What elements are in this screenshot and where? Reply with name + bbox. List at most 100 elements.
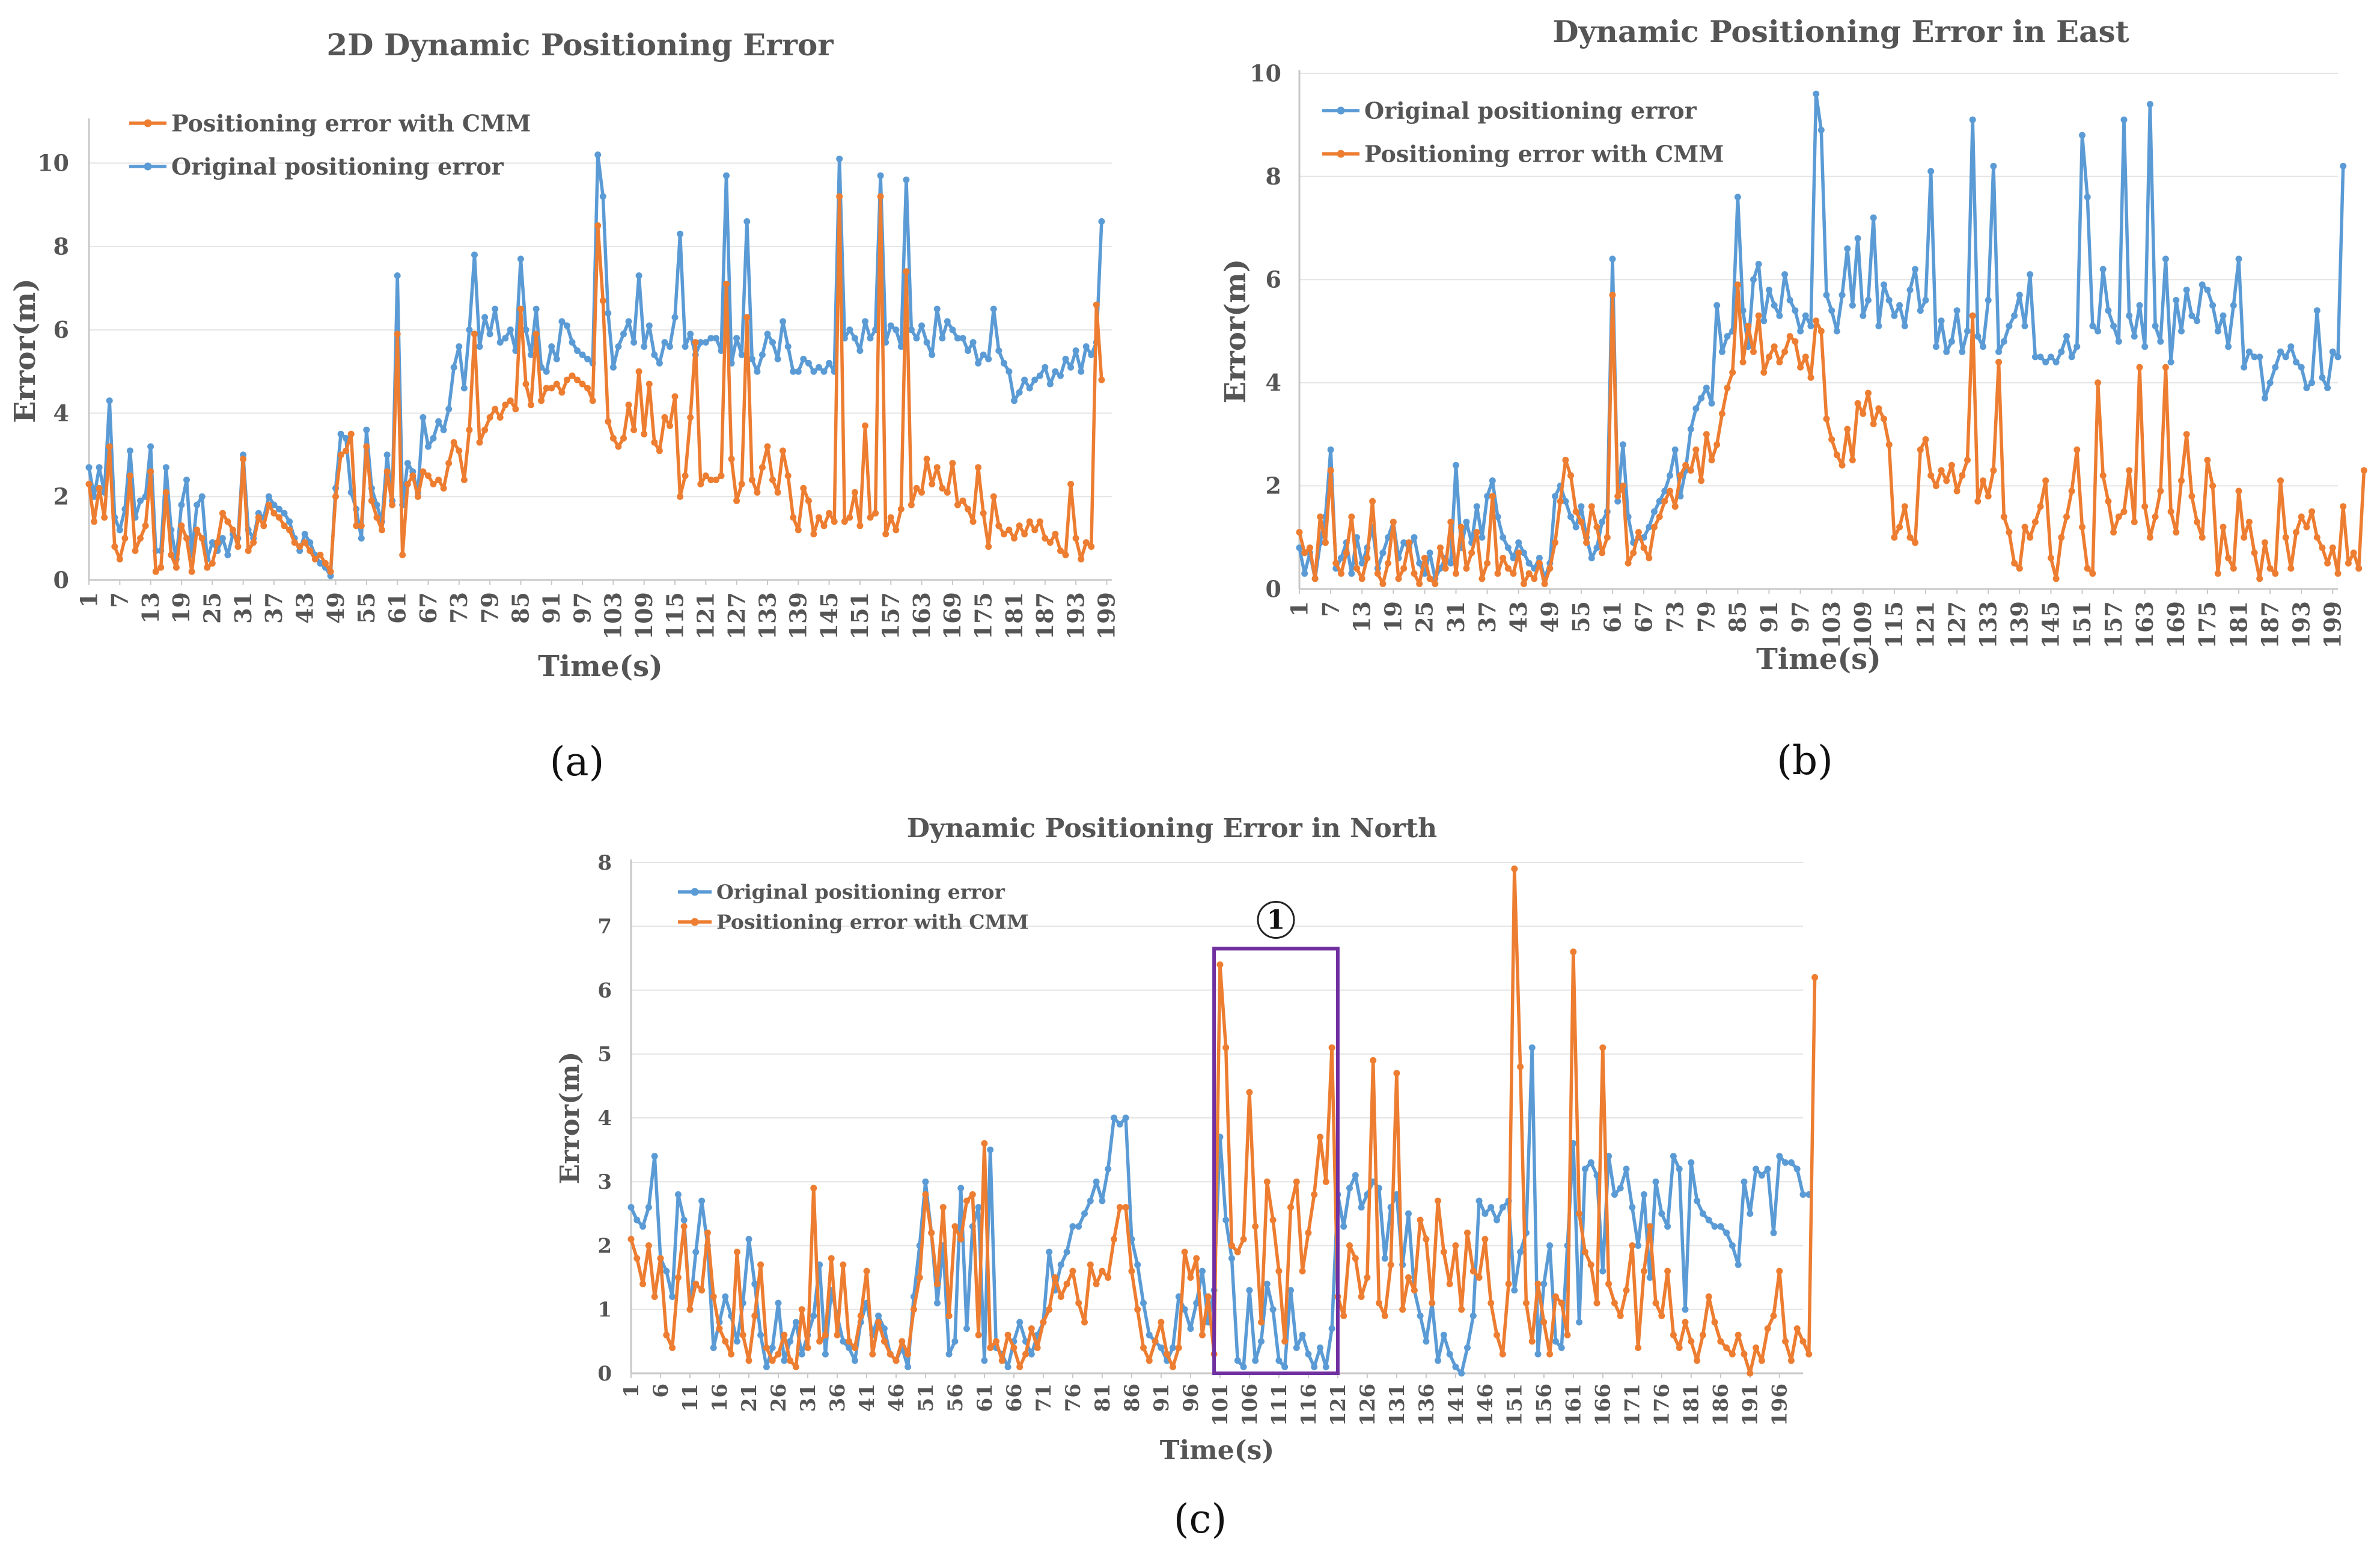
data-point-cmm bbox=[1609, 291, 1616, 299]
data-point-cmm bbox=[2141, 503, 2149, 510]
data-point-original bbox=[1499, 1204, 1506, 1211]
legend-swatch-marker bbox=[1337, 106, 1345, 115]
data-point-original bbox=[1031, 376, 1039, 383]
data-point-original bbox=[674, 1191, 682, 1198]
data-point-cmm bbox=[2052, 575, 2060, 582]
y-tick-label: 0 bbox=[597, 1362, 612, 1386]
chart-title: Dynamic Positioning Error in North bbox=[907, 813, 1437, 844]
data-point-original bbox=[2052, 359, 2060, 365]
data-point-cmm bbox=[106, 443, 113, 450]
data-point-cmm bbox=[91, 518, 98, 525]
data-point-original bbox=[1046, 380, 1054, 388]
x-tick-label: 199 bbox=[2319, 601, 2346, 648]
data-point-cmm bbox=[2313, 534, 2320, 541]
data-point-cmm bbox=[1599, 549, 1606, 557]
x-tick-label: 61 bbox=[383, 592, 410, 624]
data-point-original bbox=[2225, 343, 2232, 350]
data-point-original bbox=[1906, 286, 1914, 293]
data-point-cmm bbox=[522, 380, 529, 388]
data-point-original bbox=[1078, 368, 1085, 375]
data-point-cmm bbox=[420, 468, 427, 475]
data-point-original bbox=[1293, 1344, 1300, 1351]
data-point-original bbox=[2000, 338, 2007, 345]
data-point-original bbox=[394, 272, 401, 279]
data-point-cmm bbox=[816, 1338, 823, 1345]
data-point-cmm bbox=[399, 551, 406, 558]
data-point-cmm bbox=[2214, 570, 2221, 577]
data-point-cmm bbox=[2006, 529, 2013, 536]
data-point-original bbox=[1042, 364, 1049, 371]
data-point-cmm bbox=[327, 568, 334, 575]
data-point-original bbox=[2105, 307, 2112, 314]
data-point-cmm bbox=[1475, 1274, 1483, 1281]
data-point-cmm bbox=[1452, 1242, 1459, 1249]
x-tick-label: 181 bbox=[2225, 601, 2252, 648]
data-point-cmm bbox=[1435, 1197, 1441, 1204]
data-point-cmm bbox=[2188, 493, 2195, 500]
y-tick-label: 0 bbox=[1266, 575, 1281, 602]
data-point-original bbox=[1258, 1338, 1265, 1345]
data-point-original bbox=[1228, 1255, 1235, 1262]
data-point-original bbox=[913, 335, 920, 342]
data-point-original bbox=[2110, 322, 2117, 329]
data-point-original bbox=[1517, 1248, 1524, 1256]
data-point-cmm bbox=[781, 1331, 788, 1338]
x-tick-label: 145 bbox=[2037, 601, 2064, 648]
data-point-cmm bbox=[1348, 513, 1355, 520]
x-tick-label: 126 bbox=[1356, 1384, 1380, 1426]
data-point-cmm bbox=[1322, 1178, 1329, 1185]
data-point-cmm bbox=[957, 1236, 965, 1243]
data-point-original bbox=[2241, 364, 2248, 371]
data-point-original bbox=[2042, 359, 2049, 365]
data-point-cmm bbox=[1838, 462, 1846, 469]
data-point-original bbox=[692, 1248, 700, 1256]
data-point-cmm bbox=[2225, 555, 2232, 561]
data-point-cmm bbox=[831, 518, 838, 525]
data-point-original bbox=[2188, 312, 2195, 319]
data-point-original bbox=[2230, 302, 2237, 309]
data-point-cmm bbox=[322, 560, 329, 567]
x-tick-label: 26 bbox=[767, 1384, 791, 1412]
data-point-original bbox=[486, 331, 493, 338]
data-point-cmm bbox=[1400, 565, 1408, 572]
data-point-cmm bbox=[1652, 1299, 1659, 1307]
x-tick-label: 145 bbox=[816, 592, 843, 639]
data-point-cmm bbox=[1306, 544, 1313, 551]
data-point-cmm bbox=[291, 539, 298, 546]
data-point-cmm bbox=[1370, 1057, 1377, 1064]
data-point-cmm bbox=[692, 339, 699, 346]
data-point-original bbox=[1111, 1114, 1117, 1121]
data-point-original bbox=[939, 335, 946, 342]
data-point-cmm bbox=[1000, 531, 1007, 538]
x-tick-label: 161 bbox=[1562, 1384, 1586, 1426]
data-point-original bbox=[1735, 1261, 1742, 1268]
data-point-original bbox=[1617, 1185, 1624, 1192]
data-point-cmm bbox=[2329, 544, 2336, 551]
data-point-original bbox=[1296, 544, 1303, 551]
data-point-original bbox=[1072, 347, 1079, 354]
data-point-original bbox=[1776, 1153, 1783, 1160]
data-point-cmm bbox=[1629, 1242, 1636, 1249]
data-point-original bbox=[1881, 281, 1887, 288]
data-point-cmm bbox=[532, 331, 540, 338]
data-point-original bbox=[763, 1363, 770, 1370]
data-point-original bbox=[1199, 1268, 1206, 1275]
data-point-original bbox=[502, 335, 509, 342]
data-point-original bbox=[1572, 523, 1579, 531]
x-tick-label: 106 bbox=[1238, 1384, 1262, 1426]
data-point-cmm bbox=[1234, 1248, 1241, 1256]
data-point-cmm bbox=[1525, 570, 1533, 577]
data-point-original bbox=[897, 343, 905, 350]
x-tick-label: 67 bbox=[415, 592, 442, 624]
data-point-cmm bbox=[1423, 1236, 1430, 1243]
data-point-cmm bbox=[332, 493, 339, 500]
data-point-original bbox=[404, 460, 411, 467]
data-point-original bbox=[1028, 1350, 1035, 1358]
data-point-cmm bbox=[862, 422, 868, 429]
data-point-cmm bbox=[1792, 338, 1799, 345]
data-point-cmm bbox=[1504, 565, 1512, 572]
data-point-original bbox=[1525, 560, 1533, 567]
x-tick-label: 181 bbox=[1680, 1384, 1704, 1426]
data-point-original bbox=[1646, 523, 1653, 531]
data-point-cmm bbox=[1416, 580, 1423, 587]
